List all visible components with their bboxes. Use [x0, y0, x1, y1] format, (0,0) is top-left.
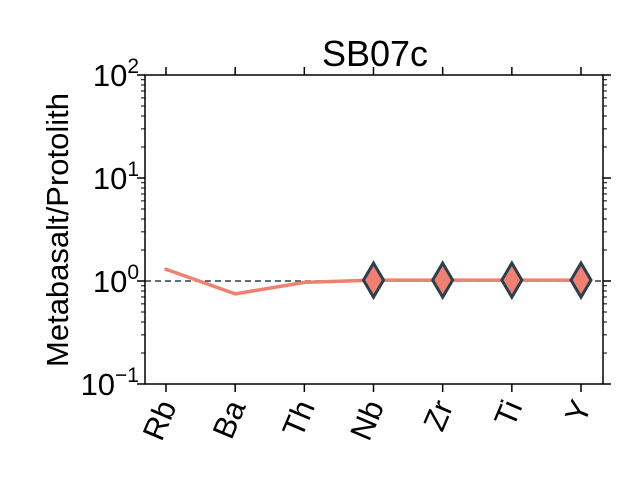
- data-point-marker: [569, 260, 593, 301]
- y-tick-label: 101: [93, 158, 139, 196]
- y-axis-label: Metabasalt/Protolith: [40, 93, 75, 367]
- data-point-marker: [361, 260, 386, 301]
- data-point-marker: [500, 260, 524, 301]
- data-point-marker: [430, 260, 455, 301]
- chart-title: SB07c: [322, 33, 428, 74]
- marker-layer: [361, 260, 593, 301]
- y-tick-label: 102: [93, 55, 139, 93]
- y-tick-label: 100: [93, 261, 139, 299]
- y-tick-label: 10−1: [81, 364, 139, 402]
- y-axis: 10−1 100 101 102: [81, 55, 611, 402]
